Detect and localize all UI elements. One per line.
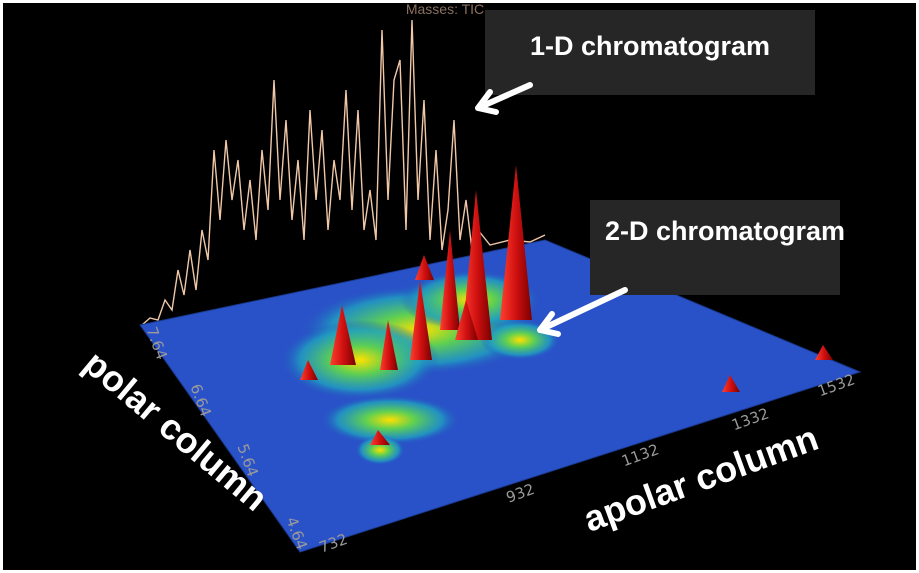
figure: Masses: TIC 1-D chromatogram 2-D chromat…: [0, 0, 919, 573]
callout: 1-D chromatogram: [530, 31, 770, 61]
plot-title: Masses: TIC: [406, 1, 484, 17]
callout: 2-D chromatogram: [605, 216, 845, 246]
callout-box: [590, 200, 840, 295]
